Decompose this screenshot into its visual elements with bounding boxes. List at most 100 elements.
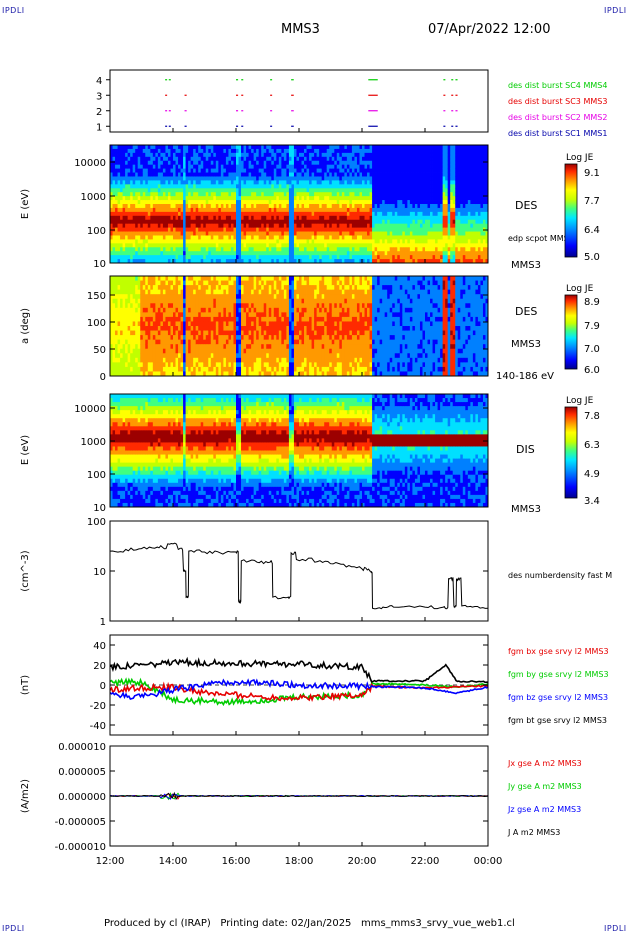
spectrogram-cell — [198, 259, 202, 264]
spectrogram-cell — [457, 255, 461, 260]
spectrogram-cell — [243, 239, 247, 244]
spectrogram-cell — [351, 223, 355, 228]
spectrogram-cell — [248, 164, 252, 169]
spectrogram-cell — [321, 259, 325, 264]
spectrogram-cell — [261, 196, 265, 201]
spectrogram-cell — [450, 180, 454, 185]
spectrogram-cell — [480, 152, 484, 158]
spectrogram-cell — [427, 145, 431, 150]
spectrogram-cell — [455, 168, 459, 173]
spectrogram-cell — [392, 200, 396, 205]
spectrogram-cell — [208, 251, 212, 256]
spectrogram-cell — [110, 348, 113, 354]
spectrogram-cell — [268, 156, 272, 162]
spectrogram-cell — [120, 339, 123, 345]
spectrogram-cell — [276, 180, 280, 185]
spectrogram-cell — [394, 255, 398, 260]
spectrogram-cell — [115, 235, 118, 240]
spectrogram-cell — [407, 156, 411, 162]
spectrogram-cell — [331, 255, 335, 260]
spectrogram-cell — [394, 207, 398, 213]
spectrogram-cell — [256, 156, 260, 162]
spectrogram-cell — [450, 156, 454, 162]
spectrogram-cell — [170, 192, 174, 197]
spectrogram-cell — [117, 219, 121, 225]
spectrogram-cell — [470, 152, 474, 158]
spectrogram-cell — [457, 239, 461, 244]
spectrogram-cell — [397, 239, 401, 244]
spectrogram-cell — [140, 321, 144, 327]
spectrogram-cell — [319, 152, 323, 158]
spectrogram-cell — [132, 192, 136, 197]
spectrogram-cell — [122, 152, 126, 158]
spectrogram-cell — [331, 156, 335, 162]
spectrogram-cell — [125, 219, 129, 225]
spectrogram-cell — [331, 184, 335, 189]
spectrogram-cell — [155, 251, 159, 256]
spectrogram-cell — [130, 168, 134, 173]
spectrogram-cell — [208, 176, 212, 181]
spectrogram-cell — [210, 188, 214, 193]
spectrogram-cell — [394, 168, 398, 173]
spectrogram-cell — [422, 207, 426, 213]
spectrogram-cell — [155, 243, 159, 248]
spectrogram-cell — [293, 196, 297, 201]
spectrogram-cell — [112, 316, 116, 322]
spectrogram-cell — [470, 176, 474, 181]
spectrogram-cell — [195, 160, 199, 166]
spectrogram-cell — [228, 164, 232, 169]
spectrogram-cell — [261, 219, 265, 225]
spectrogram-cell — [306, 255, 310, 260]
spectrogram-cell — [482, 219, 486, 225]
spectrogram-cell — [218, 192, 222, 197]
spectrogram-cell — [203, 239, 207, 244]
spectrogram-cell — [349, 160, 353, 166]
spectrogram-cell — [145, 326, 149, 331]
spectrogram-cell — [311, 219, 315, 225]
spectrogram-cell — [145, 357, 149, 363]
spectrogram-cell — [208, 219, 212, 225]
spectrogram-cell — [367, 255, 370, 260]
spectrogram-cell — [397, 184, 401, 189]
spectrogram-cell — [475, 168, 479, 173]
spectrogram-cell — [324, 227, 328, 232]
spectrogram-cell — [329, 192, 333, 197]
spectrogram-cell — [112, 362, 116, 368]
spectrogram-cell — [175, 247, 179, 252]
spectrogram-cell — [198, 164, 202, 169]
spectrogram-cell — [445, 207, 449, 213]
spectrogram-cell — [253, 255, 257, 260]
spectrogram-cell — [127, 330, 131, 336]
spectrogram-cell — [404, 156, 408, 162]
spectrogram-cell — [326, 219, 330, 225]
spectrogram-cell — [346, 215, 350, 221]
spectrogram-cell — [142, 207, 146, 213]
spectrogram-cell — [472, 145, 476, 150]
spectrogram-cell — [251, 207, 255, 213]
spectrogram-cell — [397, 211, 401, 217]
spectrogram-cell — [276, 184, 280, 189]
spectrogram-cell — [225, 215, 229, 221]
spectrogram-cell — [336, 223, 340, 228]
spectrogram-cell — [301, 148, 305, 154]
spectrogram-cell — [210, 200, 214, 205]
spectrogram-cell — [258, 148, 262, 154]
spectrogram-cell — [362, 251, 365, 256]
spectrogram-cell — [132, 303, 136, 309]
spectrogram-cell — [369, 152, 373, 158]
spectrogram-cell — [140, 148, 144, 154]
spectrogram-cell — [117, 188, 121, 193]
spectrogram-cell — [354, 204, 358, 209]
spectrogram-cell — [205, 156, 209, 162]
spectrogram-cell — [170, 204, 174, 209]
spectrogram-cell — [291, 231, 295, 236]
spectrogram-cell — [193, 251, 197, 256]
spectrogram-cell — [419, 243, 423, 248]
spectrogram-cell — [273, 164, 277, 169]
spectrogram-cell — [425, 204, 428, 209]
spectrogram-cell — [120, 235, 123, 240]
spectrogram-cell — [316, 168, 320, 173]
spectrogram-cell — [175, 156, 179, 162]
spectrogram-cell — [331, 243, 335, 248]
spectrogram-cell — [243, 227, 247, 232]
